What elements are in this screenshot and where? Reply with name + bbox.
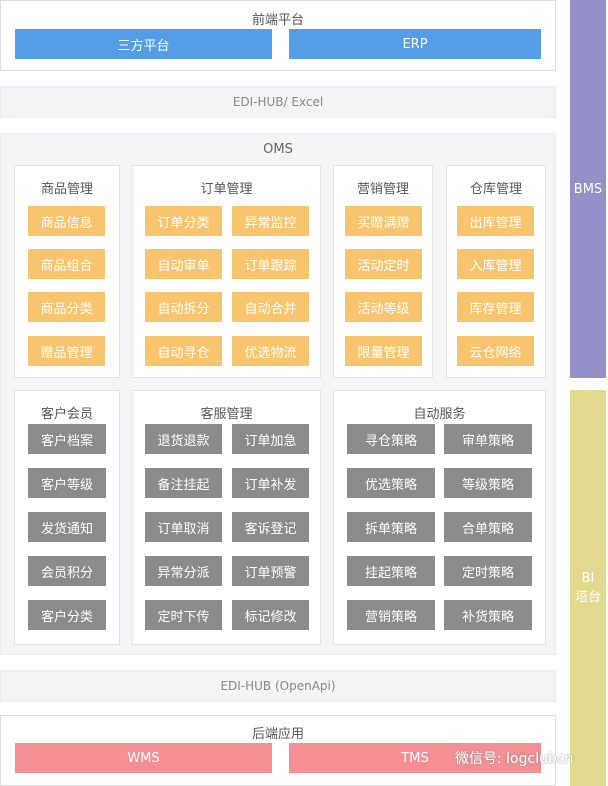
function-block: 异常监控: [232, 206, 309, 236]
function-block: 订单取消: [145, 512, 222, 542]
function-block: 合单策略: [444, 512, 532, 542]
function-block: 买赠满赠: [345, 206, 422, 236]
frontend-panel: 前端平台 三方平台 ERP: [0, 0, 556, 71]
bi-tower-bar: BI 塔台: [570, 390, 606, 786]
function-block: 标记修改: [232, 600, 309, 630]
function-block: 自动寻仓: [145, 336, 222, 366]
function-block: 备注挂起: [145, 468, 222, 498]
function-block: 优选物流: [232, 336, 309, 366]
module-title: 仓库管理: [469, 182, 522, 197]
function-block: 优选策略: [347, 468, 435, 498]
frontend-title: 前端平台: [251, 13, 304, 28]
function-block: 退货退款: [145, 424, 222, 454]
function-block: 订单分类: [145, 206, 222, 236]
function-block: 营销策略: [347, 600, 435, 630]
backend-panel: 后端应用 WMS TMS: [0, 715, 556, 786]
function-block: 订单预警: [232, 556, 309, 586]
function-block: 挂起策略: [347, 556, 435, 586]
function-block: 商品信息: [28, 206, 105, 236]
function-block: 异常分派: [145, 556, 222, 586]
backend-title: 后端应用: [251, 727, 304, 742]
function-block: 客诉登记: [232, 512, 309, 542]
bms-label: BMS: [573, 181, 603, 197]
wms-block: WMS: [15, 743, 272, 773]
edi-hub-excel-layer: EDI-HUB/ Excel: [0, 86, 556, 118]
function-block: 赠品管理: [28, 336, 105, 366]
function-block: 订单跟踪: [232, 249, 309, 279]
function-block: 寻仓策略: [347, 424, 435, 454]
oms-title: OMS: [263, 142, 293, 157]
watermark: 微信号: logclubcn: [455, 751, 574, 767]
erp-block: ERP: [289, 29, 541, 59]
function-block: 自动审单: [145, 249, 222, 279]
function-block: 活动等级: [345, 292, 422, 322]
function-block: 审单策略: [444, 424, 532, 454]
module-title: 客服管理: [200, 407, 253, 422]
function-block: 出库管理: [457, 206, 534, 236]
tms-block: TMS: [289, 743, 541, 773]
edi-hub-openapi-layer: EDI-HUB (OpenApi): [0, 670, 556, 702]
function-block: 发货通知: [28, 512, 106, 542]
bms-bar: BMS: [570, 0, 606, 378]
function-block: 活动定时: [345, 249, 422, 279]
function-block: 库存管理: [457, 292, 534, 322]
function-block: 定时下传: [145, 600, 222, 630]
function-block: 等级策略: [444, 468, 532, 498]
function-block: 商品分类: [28, 292, 105, 322]
function-block: 商品组合: [28, 249, 105, 279]
function-block: 客户等级: [28, 468, 106, 498]
module-title: 自动服务: [413, 407, 466, 422]
function-block: 云仓网络: [457, 336, 534, 366]
function-block: 拆单策略: [347, 512, 435, 542]
module-title: 客户会员: [40, 407, 93, 422]
third-party-platform-block: 三方平台: [15, 29, 272, 59]
function-block: 入库管理: [457, 249, 534, 279]
module-title: 商品管理: [40, 182, 93, 197]
function-block: 自动拆分: [145, 292, 222, 322]
function-block: 会员积分: [28, 556, 106, 586]
function-block: 客户档案: [28, 424, 106, 454]
bi-label: BI 塔台: [574, 571, 601, 605]
edi-hub-excel-label: EDI-HUB/ Excel: [232, 95, 324, 109]
module-title: 营销管理: [356, 182, 409, 197]
function-block: 补货策略: [444, 600, 532, 630]
module-title: 订单管理: [200, 182, 253, 197]
function-block: 客户分类: [28, 600, 106, 630]
function-block: 订单加急: [232, 424, 309, 454]
function-block: 限量管理: [345, 336, 422, 366]
function-block: 自动合并: [232, 292, 309, 322]
edi-hub-openapi-label: EDI-HUB (OpenApi): [220, 679, 336, 693]
function-block: 订单补发: [232, 468, 309, 498]
function-block: 定时策略: [444, 556, 532, 586]
